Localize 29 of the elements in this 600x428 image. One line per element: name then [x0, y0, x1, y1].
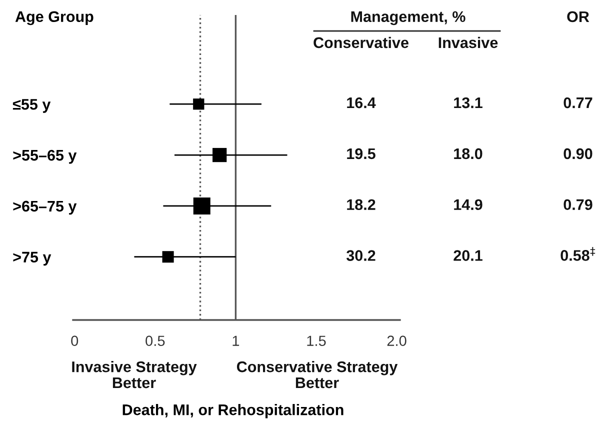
text: 14.9: [454, 199, 482, 210]
annotation: 19.5: [347, 148, 376, 160]
annotation: 30.2: [346, 250, 376, 261]
y-tick-label: >65–75 y: [13, 200, 77, 215]
text: OR: [567, 11, 590, 22]
text: 20.1: [454, 250, 482, 261]
y-tick-label: >55–65 y: [13, 150, 77, 164]
x-tick-label: 2.0: [387, 336, 406, 346]
y-tick-label: ≤55 y: [12, 99, 51, 113]
annotation: 18.2: [347, 199, 376, 210]
text: Management, %: [351, 11, 466, 26]
data-label: 0.58$^{‡}$: [560, 247, 596, 261]
x-tick-label: 0: [71, 336, 78, 346]
text: 13.1: [454, 97, 482, 108]
x-tick-label: 1: [232, 336, 240, 346]
x-tick-label: 0.5: [146, 336, 165, 346]
x-axis-title: Death, MI, or Rehospitalization: [122, 404, 344, 418]
x-tick-label: 1.5: [307, 336, 326, 346]
y-tick-label: >75 y: [13, 252, 52, 266]
text: Conservative Strategy Better: [236, 361, 398, 388]
text: Invasive Strategy Better: [72, 361, 197, 388]
text: 18.0: [454, 148, 482, 160]
annotation: 16.4: [347, 97, 376, 108]
data-label: 0.90: [564, 148, 592, 160]
data-label: 0.77: [564, 97, 592, 108]
y-axis-title: Age Group: [15, 11, 94, 26]
text: Conservative: [314, 36, 408, 48]
data-label: 0.79: [564, 199, 592, 210]
text: Invasive: [438, 36, 498, 48]
